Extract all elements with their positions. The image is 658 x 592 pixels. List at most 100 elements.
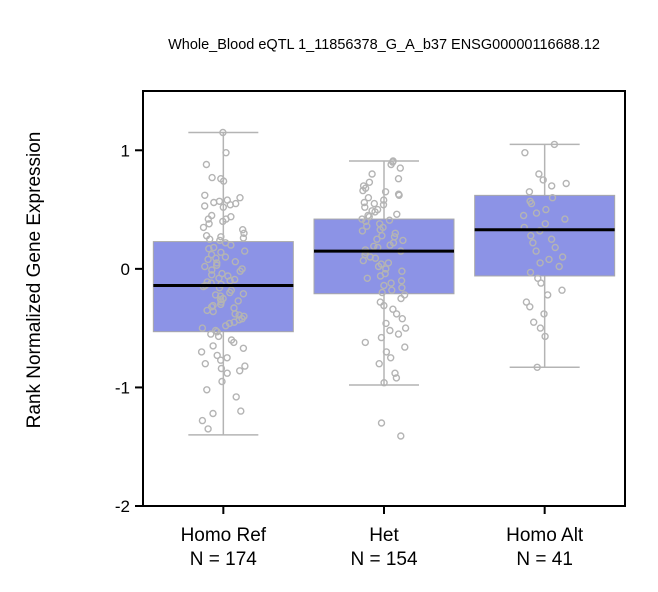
data-point	[548, 182, 556, 190]
data-point	[376, 298, 384, 306]
data-point	[201, 360, 210, 368]
data-point	[532, 247, 540, 255]
data-point	[399, 236, 407, 245]
data-point	[239, 344, 248, 352]
data-point	[209, 307, 217, 316]
data-point	[237, 407, 245, 415]
data-point	[389, 305, 397, 313]
data-point	[217, 364, 226, 373]
data-point	[219, 217, 227, 226]
data-point	[519, 211, 528, 220]
data-point	[381, 188, 390, 196]
data-point	[527, 231, 535, 240]
data-point	[370, 199, 378, 208]
box-group-het: Het N = 154	[313, 157, 455, 570]
data-point	[363, 222, 371, 230]
data-point	[209, 243, 218, 252]
data-point	[373, 235, 381, 243]
iqr-box	[474, 194, 616, 277]
data-point	[536, 259, 544, 267]
x-category-label: Het	[369, 525, 399, 546]
data-point	[221, 322, 230, 330]
data-point	[204, 255, 212, 264]
data-point	[214, 332, 223, 341]
y-tick-label: 0	[121, 260, 130, 279]
data-point	[219, 128, 227, 137]
y-axis-label: Rank Normalized Gene Expression	[24, 132, 45, 429]
data-point	[217, 233, 225, 241]
data-point	[532, 209, 541, 217]
y-tick-label: -2	[115, 497, 130, 516]
data-point	[378, 288, 386, 297]
box-group-homo-ref: Homo Ref N = 174	[152, 128, 294, 570]
data-point	[526, 303, 534, 311]
data-point	[398, 284, 406, 292]
data-point	[230, 338, 238, 347]
data-point	[230, 318, 238, 326]
data-point	[536, 324, 545, 332]
data-point	[526, 268, 535, 277]
data-point	[397, 277, 406, 285]
data-point	[231, 258, 240, 266]
data-point	[363, 274, 371, 282]
data-point	[202, 160, 211, 169]
data-point	[216, 300, 225, 309]
data-point	[368, 170, 376, 178]
data-point	[525, 188, 534, 196]
data-point	[382, 319, 390, 328]
data-point	[207, 303, 216, 311]
data-point	[396, 164, 404, 172]
data-point	[392, 374, 401, 382]
data-point	[207, 330, 215, 338]
data-point	[207, 211, 216, 220]
data-point	[198, 324, 207, 332]
data-point	[394, 174, 403, 183]
data-point	[240, 229, 248, 238]
data-point	[204, 215, 213, 223]
data-point	[533, 363, 541, 371]
data-point	[226, 277, 234, 285]
data-point	[219, 177, 228, 185]
data-point	[548, 193, 557, 202]
data-point	[527, 199, 536, 208]
data-point	[375, 360, 383, 368]
data-point	[370, 242, 378, 251]
x-count-label: N = 154	[350, 549, 418, 570]
data-point	[397, 294, 405, 303]
data-point	[555, 262, 563, 271]
data-point	[198, 416, 207, 425]
data-point	[209, 342, 217, 350]
data-point	[359, 186, 367, 195]
data-point	[235, 367, 244, 375]
data-point	[231, 310, 239, 318]
data-point	[392, 310, 401, 318]
data-point	[386, 326, 394, 335]
data-point	[380, 281, 388, 290]
data-point	[380, 301, 388, 310]
data-point	[401, 324, 410, 332]
data-point	[401, 343, 409, 351]
data-point	[541, 220, 549, 228]
data-point	[203, 386, 211, 394]
data-point	[397, 432, 405, 440]
data-point	[223, 354, 231, 362]
data-point	[211, 291, 220, 299]
data-point	[378, 231, 386, 240]
jitter-points	[197, 128, 249, 433]
data-point	[230, 275, 239, 284]
data-point	[562, 179, 570, 188]
box-group-homo-alt: Homo Alt N = 41	[474, 140, 616, 570]
data-point	[199, 223, 208, 232]
data-point	[521, 148, 529, 157]
data-point	[205, 220, 213, 228]
data-point	[398, 267, 406, 275]
data-point	[535, 170, 543, 178]
data-point	[393, 210, 401, 219]
data-point	[365, 212, 373, 221]
data-point	[201, 191, 209, 200]
data-point	[358, 227, 367, 235]
y-tick-label: 1	[121, 141, 130, 160]
data-point	[542, 205, 550, 214]
data-point	[540, 310, 548, 318]
